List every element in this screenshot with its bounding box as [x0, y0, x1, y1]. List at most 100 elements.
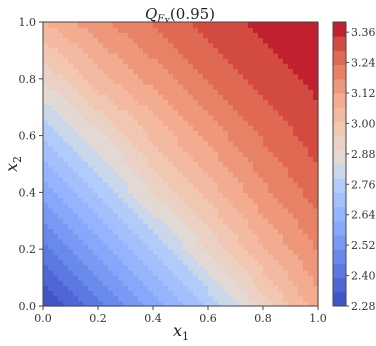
contour-cell [133, 42, 139, 49]
contour-cell [123, 145, 129, 152]
contour-cell [108, 269, 114, 276]
contour-cell [93, 32, 99, 39]
contour-cell [173, 280, 179, 286]
contour-cell [53, 135, 59, 142]
contour-cell [68, 78, 74, 85]
contour-cell [43, 32, 49, 39]
contour-cell [143, 290, 149, 297]
contour-cell [198, 290, 204, 297]
contour-cell [128, 89, 134, 95]
contour-cell [158, 94, 164, 101]
contour-cell [188, 264, 194, 271]
contour-cell [278, 264, 284, 271]
contour-cell [128, 197, 134, 204]
contour-cell [283, 114, 289, 121]
contour-cell [183, 285, 189, 292]
contour-cell [148, 254, 154, 261]
contour-cell [168, 104, 174, 111]
contour-cell [123, 233, 129, 240]
contour-cell [168, 120, 174, 126]
contour-cell [128, 295, 134, 302]
contour-cell [43, 202, 49, 209]
contour-cell [288, 290, 294, 297]
contour-cell [58, 300, 64, 307]
contour-cell [233, 187, 239, 193]
contour-cell [173, 176, 179, 183]
contour-cell [293, 238, 299, 245]
contour-cell [183, 254, 189, 261]
contour-cell [193, 264, 199, 271]
contour-cell [178, 285, 184, 292]
contour-cell [68, 27, 74, 33]
contour-cell [48, 171, 54, 178]
contour-cell [118, 145, 124, 152]
contour-cell [213, 192, 219, 199]
contour-cell [173, 290, 179, 297]
contour-cell [173, 22, 179, 28]
contour-cell [168, 32, 174, 39]
contour-cell [138, 83, 144, 90]
contour-cell [108, 120, 114, 126]
contour-cell [68, 254, 74, 261]
contour-cell [113, 300, 119, 307]
contour-cell [238, 254, 244, 261]
x-tick-label: 0.6 [199, 312, 217, 325]
contour-cell [208, 140, 214, 147]
contour-cell [303, 202, 309, 209]
contour-cell [88, 238, 94, 245]
contour-cell [213, 114, 219, 121]
contour-cell [243, 73, 249, 80]
contour-cell [198, 78, 204, 85]
y-tick-label: 0.8 [19, 73, 37, 86]
contour-cell [193, 94, 199, 101]
contour-cell [163, 94, 169, 101]
contour-cell [63, 104, 69, 111]
contour-cell [303, 280, 309, 286]
contour-cell [278, 187, 284, 193]
contour-cell [268, 151, 274, 157]
contour-cell [243, 58, 249, 64]
contour-cell [263, 202, 269, 209]
contour-cell [303, 218, 309, 224]
contour-cell [118, 187, 124, 193]
contour-cell [98, 27, 104, 33]
contour-cell [273, 58, 279, 64]
contour-cell [98, 125, 104, 132]
contour-cell [278, 37, 284, 44]
contour-cell [133, 249, 139, 255]
contour-cell [128, 207, 134, 214]
contour-cell [168, 63, 174, 70]
x-axis-title-sub: 1 [182, 330, 189, 343]
x-axis-title: x1 [173, 321, 189, 343]
contour-cell [103, 290, 109, 297]
contour-cell [83, 114, 89, 121]
contour-cell [128, 94, 134, 101]
plot-frame [42, 21, 319, 307]
contour-cell [248, 63, 254, 70]
contour-cell [148, 176, 154, 183]
contour-cell [143, 285, 149, 292]
contour-cell [203, 125, 209, 132]
contour-cell [148, 285, 154, 292]
contour-cell [313, 280, 319, 286]
contour-cell [243, 32, 249, 39]
contour-cell [68, 285, 74, 292]
contour-cell [128, 42, 134, 49]
contour-cell [198, 213, 204, 219]
contour-cell [48, 52, 54, 59]
contour-cell [263, 73, 269, 80]
contour-cell [193, 145, 199, 152]
contour-cell [48, 161, 54, 168]
contour-cell [258, 94, 264, 101]
contour-cell [113, 213, 119, 219]
contour-cell [153, 52, 159, 59]
contour-cell [303, 295, 309, 302]
contour-cell [143, 269, 149, 276]
contour-cell [253, 58, 259, 64]
contour-cell [288, 22, 294, 28]
contour-cell [123, 223, 129, 230]
contour-cell [68, 58, 74, 64]
contour-cell [68, 166, 74, 173]
contour-cell [273, 300, 279, 307]
